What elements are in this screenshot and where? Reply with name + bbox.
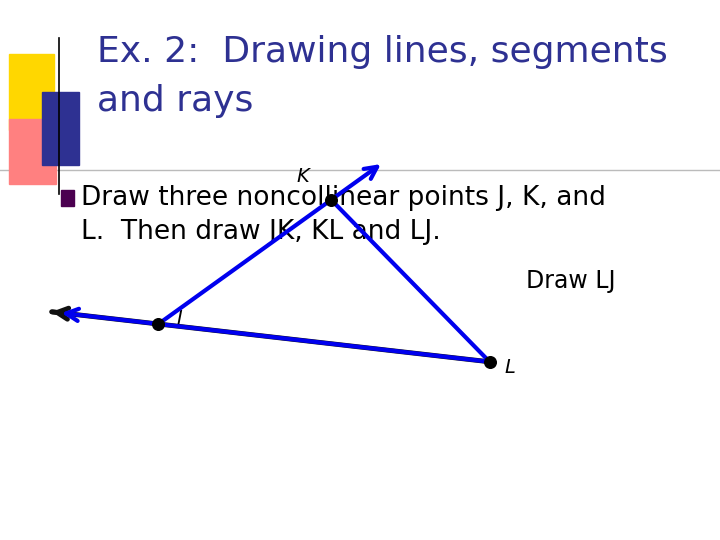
Bar — [9, 119, 56, 184]
Text: K: K — [297, 167, 310, 186]
Bar — [61, 190, 74, 206]
Bar — [42, 92, 79, 165]
Text: Ex. 2:  Drawing lines, segments: Ex. 2: Drawing lines, segments — [97, 35, 668, 69]
Point — [325, 195, 337, 204]
Point — [153, 320, 164, 328]
Text: and rays: and rays — [97, 84, 253, 118]
Text: Draw three noncollinear points J, K, and: Draw three noncollinear points J, K, and — [81, 185, 606, 211]
Text: L.  Then draw JK, KL and LJ.: L. Then draw JK, KL and LJ. — [81, 219, 441, 245]
Text: Draw LJ: Draw LJ — [526, 269, 615, 293]
Text: L: L — [504, 357, 515, 377]
Point — [484, 357, 495, 366]
Bar — [9, 54, 54, 130]
Text: J: J — [176, 309, 182, 328]
